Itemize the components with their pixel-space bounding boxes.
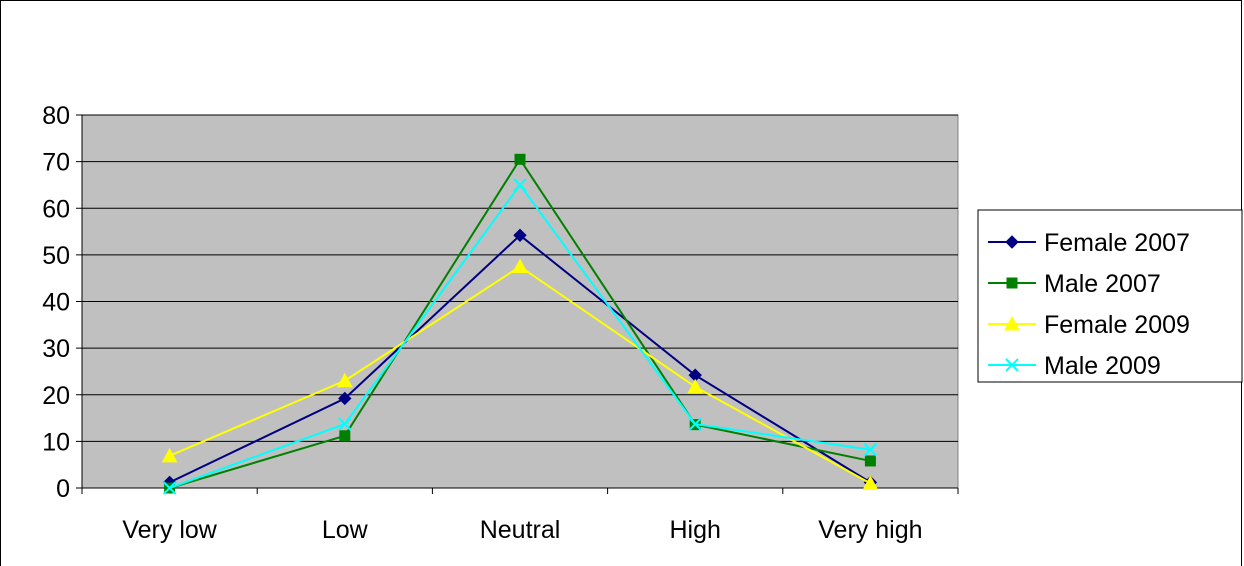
data-point	[512, 258, 528, 274]
data-point	[514, 153, 526, 165]
y-tick-label: 40	[42, 289, 70, 317]
data-point	[513, 228, 527, 242]
y-tick-label: 30	[42, 335, 70, 363]
data-point	[864, 455, 876, 467]
legend-label: Male 2007	[1044, 270, 1161, 298]
legend-marker	[1005, 235, 1019, 249]
data-point	[863, 443, 878, 457]
series-female-2009	[161, 258, 879, 490]
marker-stroke	[688, 417, 702, 431]
x-tick-label: Low	[322, 516, 369, 544]
x-tick-label: Very low	[122, 516, 217, 544]
marker-stroke	[1005, 358, 1019, 372]
legend-marker	[1004, 315, 1020, 331]
data-point	[688, 417, 702, 431]
data-point	[161, 447, 178, 463]
legend-label: Male 2009	[1044, 352, 1161, 380]
x-tick-label: Neutral	[480, 516, 561, 544]
legend: Female 2007 Male 2007 Female 2009 Male 2009	[977, 209, 1243, 383]
data-point	[338, 391, 352, 406]
legend-item: Female 2007	[988, 229, 1190, 257]
data-point	[513, 178, 527, 192]
marker-stroke	[863, 443, 878, 457]
legend-item: Female 2009	[988, 311, 1190, 339]
legend-item: Male 2009	[988, 352, 1161, 380]
y-tick-label: 70	[42, 149, 70, 177]
data-point	[862, 475, 879, 490]
y-tick-label: 10	[42, 428, 70, 456]
data-point	[336, 372, 353, 388]
legend-item: Male 2007	[988, 270, 1161, 298]
series-male-2009	[162, 178, 878, 495]
marker-stroke	[513, 178, 527, 192]
series-female-2007	[162, 228, 878, 490]
data-point	[162, 481, 177, 495]
x-tick-label: High	[669, 516, 720, 544]
y-tick-label: 20	[42, 382, 70, 410]
gridlines	[82, 114, 958, 442]
data-point	[687, 378, 704, 394]
x-tick-label: Very high	[818, 516, 922, 544]
legend-label: Female 2007	[1044, 229, 1190, 257]
y-tick-label: 50	[42, 242, 70, 270]
legend-box	[977, 209, 1243, 383]
legend-marker	[1006, 277, 1018, 289]
y-tick-label: 60	[42, 195, 70, 223]
axes: 0 10 20 30 40 50 60 70 80 Very low Low Neutral High V…	[42, 102, 959, 544]
legend-marker	[1005, 358, 1019, 372]
data-point	[339, 430, 351, 442]
marker-stroke	[162, 481, 177, 495]
marker-stroke	[338, 417, 352, 431]
legend-label: Female 2009	[1044, 311, 1190, 339]
series-group	[161, 153, 879, 495]
y-tick-label: 0	[56, 475, 70, 503]
y-tick-label: 80	[42, 102, 70, 130]
data-point	[338, 417, 352, 431]
